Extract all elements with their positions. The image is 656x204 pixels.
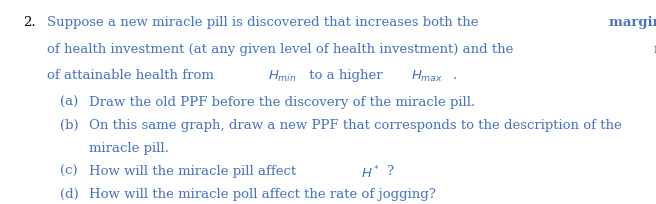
Text: of attainable health from: of attainable health from	[47, 69, 218, 82]
Text: $H^*$: $H^*$	[361, 164, 380, 181]
Text: How will the miracle pill affect: How will the miracle pill affect	[89, 164, 300, 177]
Text: marginal health effects: marginal health effects	[609, 16, 656, 29]
Text: (d): (d)	[60, 187, 79, 200]
Text: Draw the old PPF before the discovery of the miracle pill.: Draw the old PPF before the discovery of…	[89, 96, 475, 109]
Text: maximum level: maximum level	[655, 42, 656, 55]
Text: $H_{max}$: $H_{max}$	[411, 69, 443, 84]
Text: $H_{min}$: $H_{min}$	[268, 69, 297, 84]
Text: to a higher: to a higher	[305, 69, 387, 82]
Text: (b): (b)	[60, 119, 79, 131]
Text: .: .	[453, 69, 457, 82]
Text: miracle pill.: miracle pill.	[89, 141, 169, 154]
Text: of health investment (at any given level of health investment) and the: of health investment (at any given level…	[47, 42, 518, 55]
Text: Suppose a new miracle pill is discovered that increases both the: Suppose a new miracle pill is discovered…	[47, 16, 483, 29]
Text: (a): (a)	[60, 96, 79, 109]
Text: ?: ?	[386, 164, 393, 177]
Text: (c): (c)	[60, 164, 78, 177]
Text: 2.: 2.	[23, 16, 35, 29]
Text: How will the miracle poll affect the rate of jogging?: How will the miracle poll affect the rat…	[89, 187, 436, 200]
Text: On this same graph, draw a new PPF that corresponds to the description of the: On this same graph, draw a new PPF that …	[89, 119, 621, 131]
